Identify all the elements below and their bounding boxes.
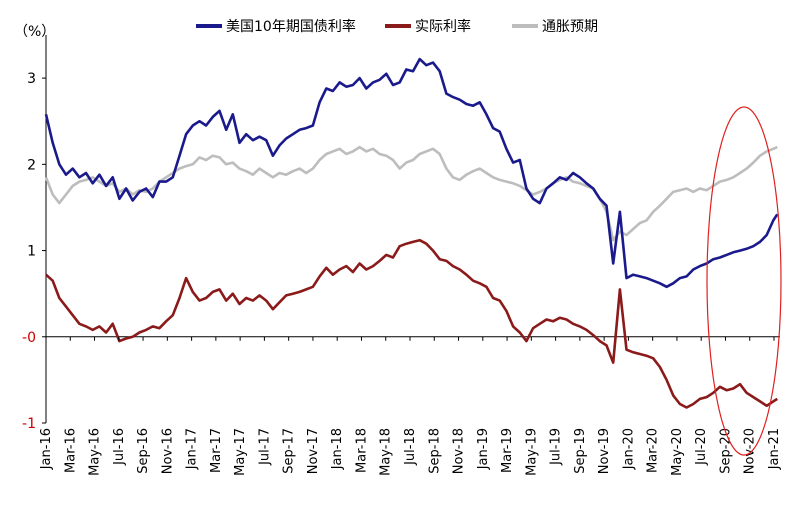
x-tick-label: Jan-17	[185, 428, 200, 470]
x-axis-ticks: Jan-16 Mar-16 May-16 Jul-16 Sep-16 Nov-16 Jan-…	[39, 336, 782, 476]
x-tick-label: Mar-20	[646, 428, 661, 473]
x-tick-label: Nov-17	[306, 428, 321, 474]
x-tick-label: Jul-17	[257, 428, 272, 466]
series-lines	[44, 57, 779, 409]
y-axis-ticks: 3 2 1 -0 -1	[22, 71, 46, 432]
x-tick-label: Sep-16	[136, 428, 151, 474]
y-tick-label: 2	[27, 157, 36, 173]
x-tick-label: Jul-18	[403, 428, 418, 466]
y-tick-label: -1	[22, 416, 36, 432]
x-tick-label: Mar-17	[209, 428, 224, 473]
x-tick-label: Jul-16	[112, 428, 127, 466]
x-tick-label: Jul-20	[694, 428, 709, 466]
x-tick-label: May-16	[88, 428, 103, 476]
x-tick-label: Jul-19	[549, 428, 564, 466]
legend-label: 实际利率	[415, 18, 471, 35]
x-tick-label: Nov-19	[597, 428, 612, 474]
series-line	[44, 57, 779, 289]
x-tick-label: Jan-19	[476, 428, 491, 470]
x-tick-label: Mar-18	[354, 428, 369, 473]
x-tick-label: May-19	[524, 428, 539, 476]
x-tick-label: Sep-20	[718, 428, 733, 474]
x-tick-label: May-20	[670, 428, 685, 476]
x-tick-label: Jan-16	[39, 428, 54, 470]
y-tick-label: -0	[22, 330, 36, 346]
x-tick-label: Sep-19	[573, 428, 588, 474]
y-tick-label: 1	[27, 244, 36, 260]
x-tick-label: Mar-16	[63, 428, 78, 473]
highlight-ellipse	[706, 106, 782, 456]
axes	[45, 35, 780, 423]
y-tick-label: 3	[27, 71, 36, 87]
y-unit-label: （%）	[14, 24, 55, 40]
legend-label: 通胀预期	[542, 19, 598, 35]
legend-label: 美国10年期国债利率	[226, 18, 356, 35]
x-tick-label: Nov-18	[452, 428, 467, 474]
x-tick-label: Jan-21	[767, 428, 782, 470]
series-line	[44, 145, 778, 242]
x-tick-label: May-18	[379, 428, 394, 476]
x-tick-label: Sep-17	[282, 428, 297, 474]
x-tick-label: Mar-19	[500, 428, 515, 473]
x-tick-label: Sep-18	[427, 428, 442, 474]
x-tick-label: Jan-18	[330, 428, 345, 470]
annotation	[706, 106, 782, 456]
x-tick-label: May-17	[233, 428, 248, 476]
x-tick-label: Nov-16	[160, 428, 175, 474]
x-tick-label: Nov-20	[743, 428, 758, 474]
series-line	[45, 238, 778, 409]
x-tick-label: Jan-20	[621, 428, 636, 470]
legend: 美国10年期国债利率 实际利率 通胀预期	[196, 18, 598, 35]
